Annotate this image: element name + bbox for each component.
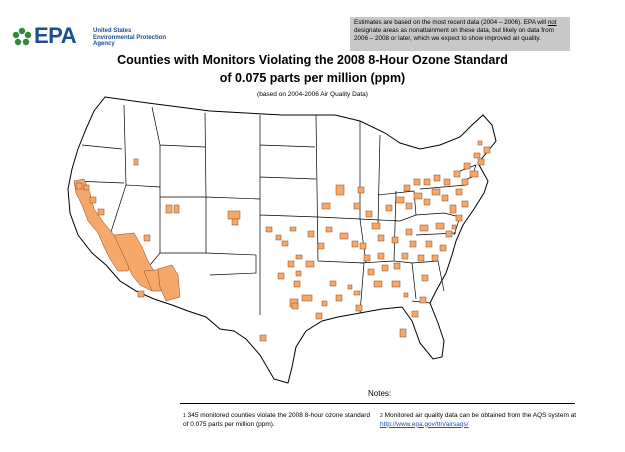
state-borders [73,104,477,315]
aqs-link[interactable]: http://www.epa.gov/ttn/airsaqs/ [380,420,469,428]
epa-logo: EPA United States Environmental Protecti… [12,23,166,55]
footnote-1: 1 345 monitored counties violate the 200… [183,412,371,428]
disclaimer-box: Estimates are based on the most recent d… [350,17,570,51]
us-outline [67,96,497,384]
epa-flower-icon [12,27,32,46]
violating-counties [73,140,491,342]
notes-label: Notes: [368,389,392,398]
disclaimer-emphasis: not [547,19,557,26]
us-ozone-map [67,96,497,384]
footnote-2: 2 Monitored air quality data can be obta… [380,412,577,428]
agency-name: United States Environmental Protection A… [93,28,167,47]
epa-wordmark: EPA [34,23,77,48]
map-title-line2: of 0.075 parts per million (ppm) [219,71,406,85]
notes-divider [180,403,575,404]
map-subtitle: (based on 2004-2006 Air Quality Data) [257,91,368,98]
map-title-line1: Counties with Monitors Violating the 200… [117,53,508,67]
